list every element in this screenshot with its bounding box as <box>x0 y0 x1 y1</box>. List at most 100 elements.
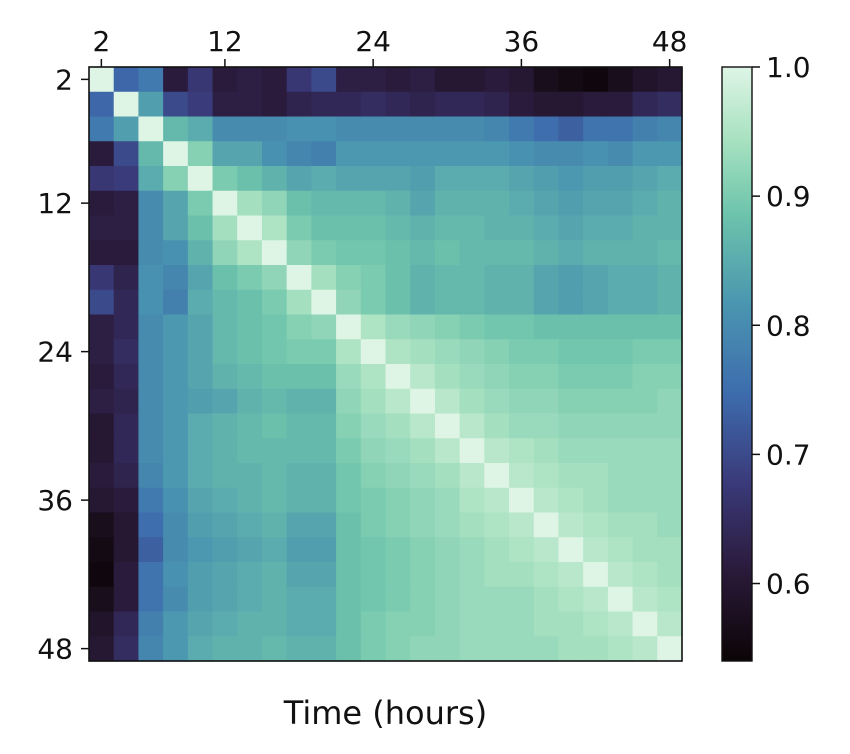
heatmap-cell <box>311 67 337 93</box>
heatmap-cell <box>89 364 115 390</box>
heatmap-cell <box>459 67 485 93</box>
heatmap-cell <box>607 265 634 291</box>
y-axis-ticks: 2 12 24 36 48 <box>37 63 89 666</box>
heatmap-cell <box>237 463 263 489</box>
heatmap-cell <box>657 586 683 613</box>
heatmap-cell <box>311 512 337 538</box>
heatmap-cell <box>261 636 288 662</box>
heatmap-cell <box>163 463 189 489</box>
heatmap-cell <box>385 537 411 563</box>
heatmap-cell <box>336 339 362 365</box>
heatmap-cell <box>138 265 164 291</box>
heatmap-cell <box>138 116 164 142</box>
heatmap-cell <box>311 240 337 266</box>
heatmap-cell <box>533 190 560 217</box>
heatmap-cell <box>657 141 683 167</box>
heatmap-cell <box>583 314 609 340</box>
heatmap-cell <box>632 364 658 390</box>
heatmap-cell <box>434 364 461 390</box>
heatmap-cell <box>187 438 214 464</box>
heatmap-cell <box>385 190 411 217</box>
heatmap-cell <box>434 289 461 316</box>
heatmap-cell <box>385 116 411 142</box>
heatmap-cell <box>607 413 634 439</box>
heatmap-cell <box>89 463 115 489</box>
heatmap-cell <box>286 215 312 241</box>
heatmap-cell <box>533 562 560 588</box>
heatmap-cell <box>187 314 214 340</box>
heatmap-cell <box>459 166 485 192</box>
heatmap-cell <box>261 314 288 340</box>
heatmap-cell <box>138 388 164 415</box>
heatmap-cell <box>385 339 411 365</box>
heatmap-cell <box>607 562 634 588</box>
heatmap-cell <box>434 487 461 514</box>
heatmap-cell <box>385 413 411 439</box>
heatmap-cell <box>558 586 584 613</box>
heatmap-cell <box>533 636 560 662</box>
heatmap-cell <box>163 636 189 662</box>
heatmap-cell <box>336 364 362 390</box>
heatmap-cell <box>187 364 214 390</box>
heatmap-cell <box>113 364 140 390</box>
heatmap-cell <box>163 215 189 241</box>
heatmap-cell <box>113 586 140 613</box>
heatmap-cell <box>286 190 312 217</box>
heatmap-cell <box>385 438 411 464</box>
heatmap-cell <box>187 91 214 118</box>
heatmap-cell <box>113 636 140 662</box>
colorbar-gradient <box>722 67 752 661</box>
heatmap-cell <box>385 611 411 637</box>
heatmap-cell <box>360 487 387 514</box>
heatmap-cell <box>138 67 164 93</box>
heatmap-cell <box>163 339 189 365</box>
heatmap-cell <box>459 91 485 118</box>
heatmap-cell <box>434 215 461 241</box>
heatmap-cell <box>484 463 510 489</box>
heatmap-cell <box>360 314 387 340</box>
heatmap-cell <box>187 388 214 415</box>
heatmap-cell <box>360 562 387 588</box>
heatmap-cell <box>434 413 461 439</box>
heatmap-cell <box>113 215 140 241</box>
heatmap-cell <box>632 240 658 266</box>
heatmap-cell <box>607 611 634 637</box>
heatmap-cell <box>360 413 387 439</box>
heatmap-cell <box>138 611 164 637</box>
heatmap-cell <box>163 91 189 118</box>
heatmap-cell <box>311 289 337 316</box>
heatmap-cell <box>385 586 411 613</box>
heatmap-cell <box>607 91 634 118</box>
heatmap-cell <box>385 166 411 192</box>
heatmap-cell <box>533 586 560 613</box>
heatmap-cell <box>558 562 584 588</box>
heatmap-cell <box>336 67 362 93</box>
heatmap-cell <box>632 91 658 118</box>
heatmap-cell <box>558 166 584 192</box>
heatmap-cell <box>459 586 485 613</box>
heatmap-cell <box>311 562 337 588</box>
heatmap-cell <box>311 388 337 415</box>
heatmap-cell <box>286 265 312 291</box>
heatmap-cell <box>410 215 436 241</box>
heatmap-cell <box>632 215 658 241</box>
heatmap-cell <box>509 91 535 118</box>
heatmap-cell <box>533 438 560 464</box>
heatmap-cell <box>632 314 658 340</box>
heatmap-cell <box>237 339 263 365</box>
heatmap-cell <box>607 438 634 464</box>
colorbar-tick-label: 0.6 <box>766 568 811 601</box>
heatmap-cell <box>509 487 535 514</box>
heatmap-cell <box>261 67 288 93</box>
heatmap-cell <box>286 240 312 266</box>
heatmap-cell <box>113 463 140 489</box>
heatmap-cell <box>311 438 337 464</box>
heatmap-cell <box>113 413 140 439</box>
heatmap-cell <box>336 91 362 118</box>
heatmap-cell <box>311 314 337 340</box>
heatmap-cell <box>657 314 683 340</box>
heatmap-cell <box>434 141 461 167</box>
colorbar: 0.6 0.7 0.8 0.9 1.0 <box>721 51 811 662</box>
heatmap-cell <box>459 240 485 266</box>
